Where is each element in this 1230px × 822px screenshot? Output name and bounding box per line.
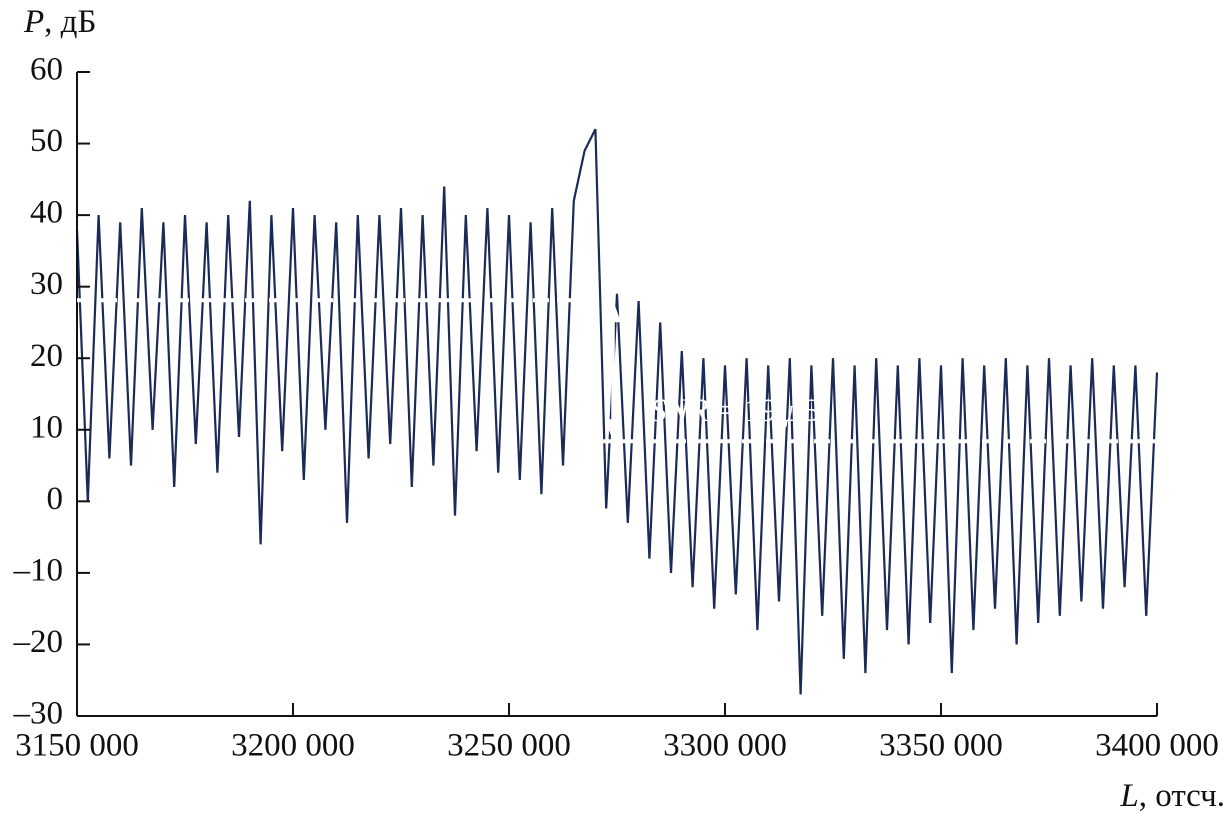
y-tick-label: 50 (30, 123, 63, 159)
annotation: SNR = 19 дБ (650, 393, 821, 429)
x-tick-label: 3150 000 (15, 728, 139, 764)
x-tick-label: 3250 000 (447, 728, 571, 764)
signal-line (75, 128, 1159, 695)
y-tick-label: –30 (13, 696, 64, 732)
y-tick-label: 60 (30, 52, 63, 88)
x-tick-label: 3400 000 (1095, 728, 1219, 764)
y-label-symbol: P (23, 4, 44, 40)
arrow-head (605, 300, 621, 323)
x-tick-label: 3200 000 (231, 728, 355, 764)
x-axis-label: L, отсч. (1119, 778, 1225, 814)
y-tick-label: 0 (47, 481, 64, 517)
y-label-unit: , дБ (44, 4, 96, 40)
arrow-head (605, 419, 621, 442)
x-tick-label: 3300 000 (663, 728, 787, 764)
y-tick-label: 20 (30, 338, 63, 374)
y-tick-label: –20 (13, 624, 64, 660)
x-tick-label: 3350 000 (879, 728, 1003, 764)
y-tick-label: 30 (30, 266, 63, 302)
annotation-symbol: SNR (650, 393, 709, 429)
x-label-symbol: L (1119, 778, 1138, 814)
y-tick-label: 40 (30, 195, 63, 231)
y-axis-label: P, дБ (23, 4, 96, 40)
y-tick-label: –10 (13, 552, 64, 588)
annotation-value: = 19 дБ (709, 393, 821, 429)
x-label-unit: , отсч. (1139, 778, 1225, 814)
y-tick-label: 10 (30, 409, 63, 445)
